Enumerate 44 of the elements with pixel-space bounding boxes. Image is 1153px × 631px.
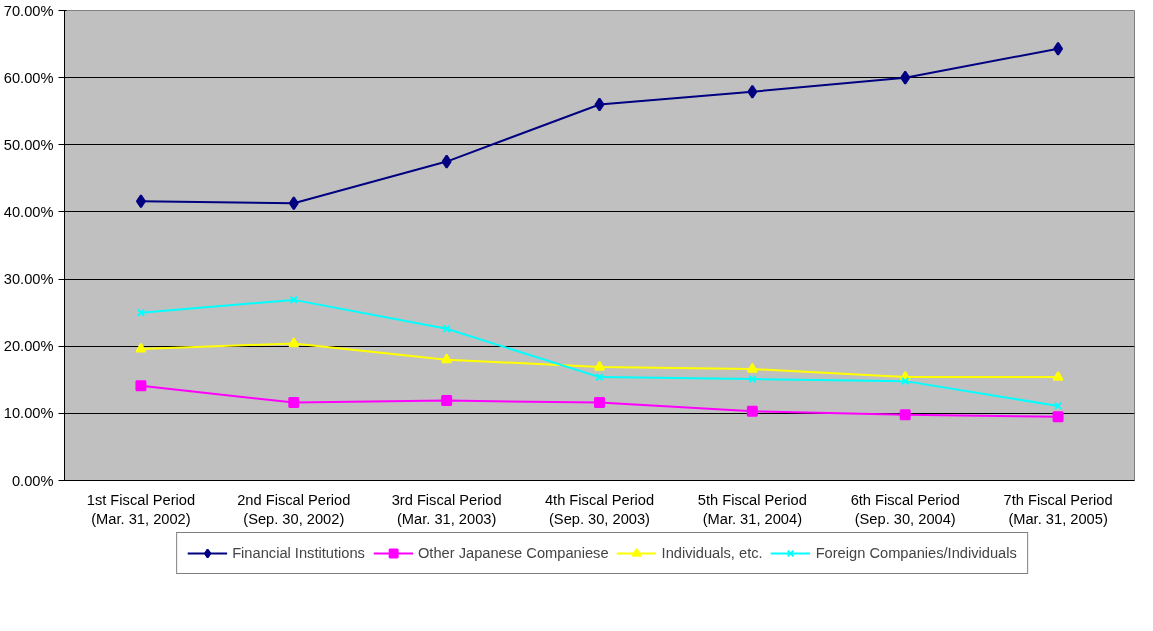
point: [135, 380, 147, 392]
point: [746, 362, 758, 373]
point: [288, 337, 300, 348]
point: [1052, 370, 1064, 381]
point: [289, 295, 298, 305]
point: [288, 196, 299, 211]
point: [288, 397, 300, 409]
point: [1053, 401, 1063, 411]
legend-label: Foreign Companies/Individuals: [815, 545, 1017, 561]
x-tick-label: 7th Fiscal Period (Mar. 31, 2005): [1003, 491, 1113, 527]
x-tick-label: 5th Fiscal Period (Mar. 31, 2004): [697, 491, 807, 527]
y-tick-label: 0.00%: [11, 472, 54, 489]
point: [441, 154, 452, 169]
point: [441, 353, 453, 364]
point: [901, 376, 910, 386]
point: [442, 324, 451, 333]
x-tick-label: 3rd Fiscal Period (Mar. 31, 2003): [391, 491, 502, 527]
point: [594, 360, 605, 371]
legend-label: Other Japanese Companiese: [417, 545, 609, 561]
legend-label: Individuals, etc.: [661, 545, 763, 561]
point: [594, 97, 605, 112]
y-tick-label: 40.00%: [3, 203, 54, 220]
point: [1052, 411, 1064, 423]
point: [1053, 41, 1064, 56]
y-tick-label: 70.00%: [3, 2, 54, 19]
point: [747, 84, 758, 99]
point: [594, 397, 605, 409]
point: [746, 405, 758, 417]
y-tick-label: 20.00%: [3, 338, 54, 355]
point: [899, 409, 911, 421]
point: [441, 395, 453, 407]
y-tick-label: 60.00%: [3, 69, 54, 86]
x-tick-label: 2nd Fiscal Period (Sep. 30, 2002): [237, 491, 351, 527]
point: [135, 342, 147, 353]
x-tick-label: 4th Fiscal Period (Sep. 30, 2003): [544, 491, 655, 527]
point: [135, 194, 146, 209]
y-tick-label: 50.00%: [3, 136, 54, 153]
x-tick-label: 6th Fiscal Period (Sep. 30, 2004): [850, 491, 960, 527]
legend-label: Financial Institutions: [232, 545, 365, 561]
point: [136, 308, 146, 317]
y-tick-label: 10.00%: [3, 405, 54, 422]
y-tick-label: 30.00%: [3, 271, 54, 288]
point: [900, 70, 911, 85]
x-tick-label: 1st Fiscal Period (Mar. 31, 2002): [86, 491, 196, 527]
